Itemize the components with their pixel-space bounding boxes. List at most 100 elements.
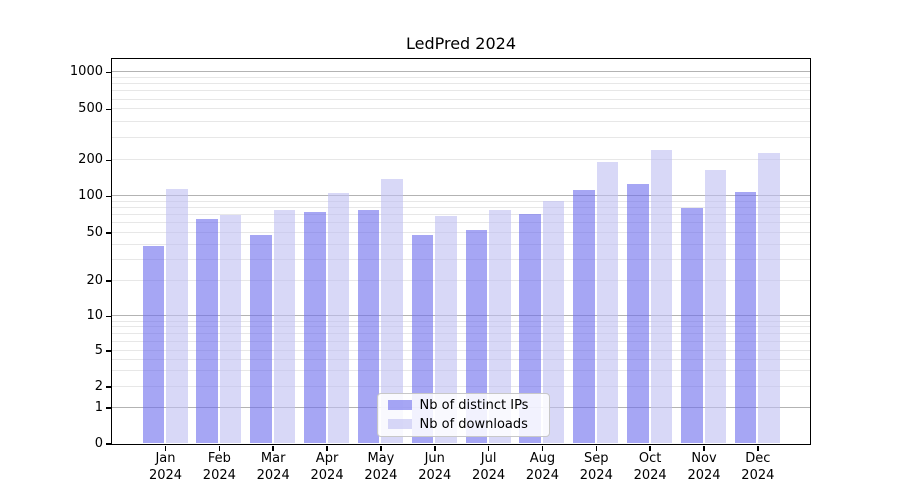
x-tick-label-line: 2024	[633, 467, 667, 483]
bar-downloads-apr-2024	[327, 193, 350, 444]
bar-distinct-ips-aug-2024	[519, 213, 541, 444]
minor-gridline	[111, 159, 810, 161]
minor-gridline	[111, 280, 810, 281]
x-tick-label-line: Oct	[638, 451, 662, 466]
bar-downloads-feb-2024	[219, 214, 242, 444]
minor-gridline	[111, 83, 810, 85]
minor-gridline	[111, 207, 810, 209]
bar-distinct-ips-may-2024	[357, 209, 380, 444]
minor-gridline	[111, 333, 810, 335]
bar-distinct-ips-sep-2024	[573, 190, 595, 444]
minor-gridline	[111, 370, 810, 372]
x-tick-label-line: 2024	[202, 467, 236, 483]
x-tick-label-line: 2024	[579, 467, 613, 483]
plot-area: Nb of distinct IPs Nb of downloads	[110, 57, 811, 445]
y-tick-label: 2	[94, 379, 103, 394]
x-tick-label-line: Feb	[207, 451, 231, 466]
y-tick-mark	[105, 386, 112, 388]
y-tick-label: 200	[78, 152, 103, 168]
minor-gridline	[111, 98, 810, 100]
x-tick-label-line: Jul	[480, 451, 497, 466]
bar-distinct-ips-jan-2024	[142, 245, 164, 444]
minor-gridline	[111, 243, 810, 245]
minor-gridline	[111, 340, 810, 342]
x-tick-label: Nov 2024	[672, 451, 736, 484]
major-gridline	[111, 315, 810, 317]
x-tick-label-line: 2024	[741, 467, 775, 483]
x-tick-label-line: 2024	[472, 467, 506, 483]
x-tick-label-line: Apr	[315, 451, 339, 466]
x-tick-label: Jul 2024	[457, 451, 521, 484]
x-tick-mark	[649, 445, 651, 451]
y-tick-mark	[105, 443, 112, 445]
x-tick-mark	[487, 445, 490, 451]
minor-gridline	[111, 320, 810, 322]
y-tick-mark	[105, 315, 112, 318]
x-tick-mark	[380, 445, 382, 451]
x-tick-label: Feb 2024	[187, 451, 251, 484]
y-tick-label: 0	[94, 436, 103, 451]
x-tick-label: Dec 2024	[726, 451, 790, 484]
minor-gridline	[111, 358, 810, 360]
minor-gridline	[111, 90, 810, 92]
x-tick-label-line: Mar	[260, 451, 286, 466]
x-tick-label-line: 2024	[418, 467, 452, 483]
legend-label-distinct-ips: Nb of distinct IPs	[419, 397, 529, 413]
major-gridline	[111, 195, 810, 197]
x-tick-label-line: May	[367, 451, 395, 466]
y-tick-label: 5	[94, 343, 103, 358]
bar-distinct-ips-mar-2024	[250, 234, 272, 444]
y-tick-mark	[105, 108, 112, 111]
bar-distinct-ips-nov-2024	[681, 208, 703, 444]
bar-downloads-sep-2024	[596, 162, 619, 444]
bar-downloads-jun-2024	[435, 216, 457, 444]
chart-title: LedPred 2024	[405, 34, 517, 53]
minor-gridline	[111, 232, 810, 233]
minor-gridline	[111, 386, 810, 387]
x-tick-mark	[218, 445, 221, 451]
minor-gridline	[111, 350, 810, 351]
bar-downloads-nov-2024	[704, 169, 726, 444]
x-tick-label-line: 2024	[148, 467, 183, 483]
y-tick-mark	[105, 232, 112, 234]
bar-distinct-ips-dec-2024	[734, 191, 757, 444]
bar-downloads-aug-2024	[542, 201, 565, 444]
y-tick-mark	[105, 280, 112, 282]
minor-gridline	[111, 214, 810, 216]
x-tick-mark	[272, 445, 274, 451]
y-tick-mark	[105, 71, 112, 74]
x-tick-label: May 2024	[349, 451, 413, 484]
x-tick-label-line: Sep	[584, 451, 609, 466]
minor-gridline	[111, 76, 810, 78]
bar-distinct-ips-oct-2024	[627, 183, 649, 444]
x-tick-label: Sep 2024	[564, 451, 628, 484]
minor-gridline	[111, 326, 810, 328]
x-tick-label: Jun 2024	[403, 451, 467, 484]
x-tick-label-line: Jun	[424, 451, 445, 466]
bar-downloads-oct-2024	[650, 149, 673, 444]
x-tick-label-line: Aug	[529, 451, 556, 466]
x-tick-label-line: 2024	[687, 467, 721, 483]
y-tick-mark	[105, 350, 112, 352]
y-tick-label: 1	[94, 400, 103, 415]
x-tick-label-line: Jan	[155, 451, 176, 466]
y-tick-label: 10	[86, 308, 103, 324]
bar-downloads-may-2024	[381, 179, 403, 444]
bar-distinct-ips-apr-2024	[304, 212, 326, 444]
legend-item-distinct-ips: Nb of distinct IPs	[386, 398, 541, 413]
x-tick-label-line: Nov	[691, 451, 717, 466]
minor-gridline	[111, 108, 810, 110]
legend-swatch-distinct-ips	[387, 400, 412, 410]
x-tick-mark	[703, 445, 705, 451]
minor-gridline	[111, 200, 810, 202]
bar-distinct-ips-jul-2024	[465, 230, 488, 444]
x-tick-label: Aug 2024	[510, 451, 574, 484]
x-tick-mark	[326, 445, 328, 451]
minor-gridline	[111, 136, 810, 138]
legend-label-downloads: Nb of downloads	[419, 416, 528, 432]
y-tick-label: 500	[78, 101, 103, 117]
y-tick-label: 20	[86, 273, 103, 288]
x-tick-label: Mar 2024	[241, 451, 305, 484]
x-tick-mark	[595, 445, 598, 451]
